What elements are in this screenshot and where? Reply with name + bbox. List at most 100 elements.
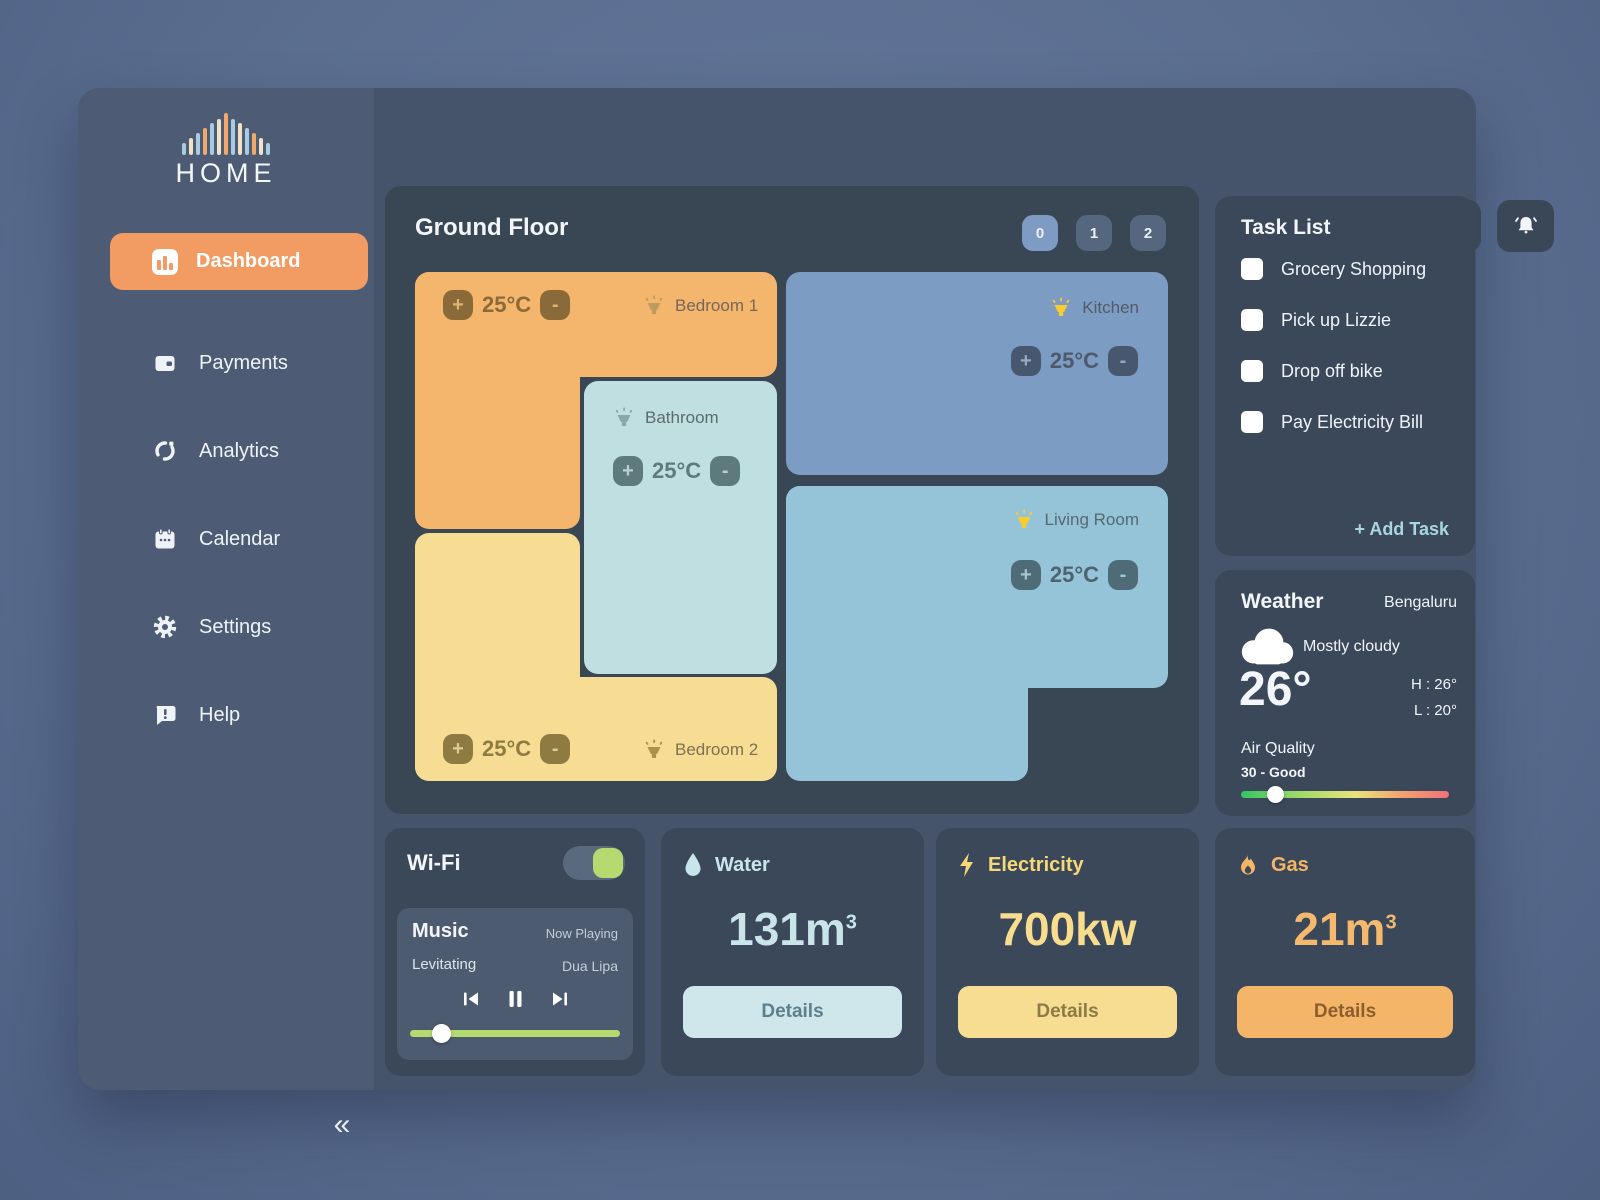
gas-card: Gas 21m3 Details [1215, 828, 1475, 1076]
floorplan-panel: Ground Floor 0 1 2 + 25°C - Bedroom 1 Ba… [385, 186, 1199, 814]
lightning-icon [958, 852, 976, 878]
bell-icon [1513, 213, 1539, 239]
weather-low: L : 20° [1414, 702, 1457, 719]
bathroom-temp-up-button[interactable]: + [613, 456, 643, 486]
bedroom-2-temp-up-button[interactable]: + [443, 734, 473, 764]
living-room-temp: 25°C [1049, 562, 1099, 587]
utility-name: Electricity [988, 853, 1084, 876]
help-bubble-icon [153, 703, 177, 727]
music-progress-thumb[interactable] [432, 1024, 451, 1043]
sidebar-item-label: Analytics [199, 439, 280, 462]
weather-panel: Weather Bengaluru Mostly cloudy 26° H : … [1215, 570, 1475, 816]
lamp-icon[interactable] [613, 406, 635, 430]
living-room-thermostat: + 25°C - [1010, 560, 1138, 590]
bedroom-1-temp-down-button[interactable]: - [540, 290, 571, 320]
logo-text: HOME [175, 158, 277, 188]
bedroom-2-temp-down-button[interactable]: - [540, 734, 571, 764]
bedroom-2-label: Bedroom 2 [643, 738, 758, 762]
bedroom-2-thermostat: + 25°C - [443, 734, 571, 764]
kitchen-thermostat: + 25°C - [1010, 346, 1138, 376]
gas-details-button[interactable]: Details [1237, 986, 1453, 1038]
sidebar: HOME Dashboard Payments Analytics [78, 88, 374, 1141]
electricity-card: Electricity 700kw Details [936, 828, 1199, 1076]
wifi-toggle-knob [593, 848, 623, 878]
weather-title: Weather [1241, 590, 1324, 613]
bedroom-2-temp: 25°C [482, 736, 532, 761]
sidebar-item-analytics[interactable]: Analytics [120, 434, 350, 468]
music-title: Music [412, 920, 469, 942]
skip-forward-button[interactable] [551, 991, 569, 1007]
sync-icon [153, 439, 177, 463]
music-controls [397, 990, 633, 1008]
air-quality-label: Air Quality [1241, 740, 1315, 757]
task-checkbox[interactable] [1241, 258, 1263, 280]
wifi-toggle[interactable] [563, 846, 625, 880]
weather-condition: Mostly cloudy [1303, 638, 1400, 655]
value-sup: 3 [1385, 911, 1397, 934]
bedroom-1-temp-up-button[interactable]: + [443, 290, 473, 320]
wallet-icon [153, 351, 177, 375]
add-task-button[interactable]: + Add Task [1354, 519, 1449, 539]
music-song: Levitating [412, 956, 477, 973]
music-progress-bar[interactable] [410, 1024, 620, 1043]
task-checkbox[interactable] [1241, 309, 1263, 331]
air-quality-slider-thumb[interactable] [1267, 786, 1284, 803]
sidebar-item-label: Payments [199, 351, 288, 374]
notifications-button[interactable] [1497, 200, 1554, 252]
water-details-button[interactable]: Details [683, 986, 902, 1038]
lamp-icon[interactable] [643, 738, 665, 762]
kitchen-temp: 25°C [1049, 348, 1099, 373]
kitchen-temp-down-button[interactable]: - [1108, 346, 1138, 376]
bedroom-1-thermostat: + 25°C - [443, 290, 571, 320]
home-logo-icon [182, 113, 272, 155]
value-text: 131m [728, 903, 846, 955]
pause-button[interactable] [508, 990, 523, 1008]
music-status: Now Playing [545, 926, 618, 941]
task-row: Grocery Shopping [1241, 258, 1426, 280]
lamp-icon[interactable] [643, 294, 665, 318]
skip-back-button[interactable] [462, 991, 480, 1007]
bathroom-temp: 25°C [652, 458, 702, 483]
bedroom-1-label: Bedroom 1 [643, 294, 758, 318]
lamp-icon[interactable] [1050, 296, 1072, 320]
water-header: Water [683, 852, 770, 878]
air-quality-value: 30 - Good [1241, 764, 1306, 780]
floor-button-1[interactable]: 1 [1076, 215, 1112, 251]
bathroom-temp-down-button[interactable]: - [710, 456, 741, 486]
task-checkbox[interactable] [1241, 360, 1263, 382]
weather-temp: 26° [1239, 663, 1312, 716]
kitchen-temp-up-button[interactable]: + [1010, 346, 1041, 376]
electricity-details-button[interactable]: Details [958, 986, 1177, 1038]
living-room-temp-down-button[interactable]: - [1108, 560, 1138, 590]
utility-name: Gas [1271, 853, 1309, 876]
room-kitchen-area [786, 272, 1168, 475]
room-bathroom-area [584, 381, 777, 674]
floor-button-2[interactable]: 2 [1130, 215, 1166, 251]
room-living-room-area [786, 486, 1028, 781]
value-sup: 3 [845, 911, 857, 934]
sidebar-item-payments[interactable]: Payments [120, 346, 350, 380]
sidebar-collapse-button[interactable]: « [333, 1108, 351, 1141]
sidebar-item-dashboard[interactable]: Dashboard [110, 233, 368, 290]
sidebar-item-help[interactable]: Help [120, 698, 350, 732]
kitchen-label: Kitchen [1050, 296, 1139, 320]
bathroom-thermostat: + 25°C - [613, 456, 741, 486]
task-row: Pay Electricity Bill [1241, 411, 1423, 433]
task-label: Grocery Shopping [1281, 258, 1427, 279]
water-value: 131m3 [661, 902, 924, 956]
task-label: Pay Electricity Bill [1281, 411, 1424, 432]
gas-header: Gas [1237, 852, 1309, 878]
living-room-temp-up-button[interactable]: + [1010, 560, 1041, 590]
lamp-icon[interactable] [1013, 508, 1035, 532]
task-checkbox[interactable] [1241, 411, 1263, 433]
task-row: Pick up Lizzie [1241, 309, 1391, 331]
sidebar-item-calendar[interactable]: Calendar [120, 522, 350, 556]
air-quality-slider[interactable] [1241, 786, 1449, 803]
floor-button-0[interactable]: 0 [1022, 215, 1058, 251]
music-artist: Dua Lipa [561, 958, 618, 974]
sidebar-item-label: Calendar [199, 527, 281, 550]
wifi-panel: Wi-Fi Music Now Playing Levitating Dua L… [385, 828, 645, 1076]
cloud-icon [1237, 626, 1299, 671]
sidebar-item-settings[interactable]: Settings [120, 610, 350, 644]
sidebar-item-label: Dashboard [196, 250, 301, 272]
